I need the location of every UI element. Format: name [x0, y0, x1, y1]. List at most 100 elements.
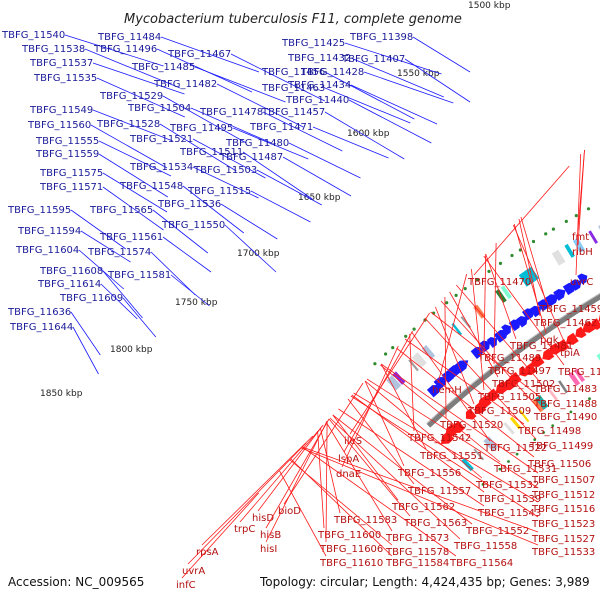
reverse-gene-arrow — [565, 332, 579, 345]
forward-gene-label: TBFG_11495 — [169, 123, 233, 134]
kbp-tick-label: 1650 kbp — [298, 193, 341, 203]
accession-label: Accession: NC_009565 — [8, 575, 144, 589]
reverse-gene-label: TBFG_11532 — [475, 480, 539, 491]
reverse-gene-arrow — [524, 363, 537, 376]
forward-leader-line — [232, 127, 309, 160]
forward-leader-line — [404, 58, 471, 103]
cog-stripe-outer — [551, 249, 566, 266]
forward-gene-label: TBFG_11440 — [285, 95, 349, 106]
forward-leader-line — [412, 36, 471, 73]
cog-stripe-outer — [386, 375, 402, 391]
gc-dot — [487, 269, 491, 273]
gc-dot — [391, 346, 395, 350]
reverse-gene-label: hisB — [260, 530, 281, 541]
forward-leader-line — [102, 270, 143, 319]
reverse-gene-label: TBFG_11481 — [509, 341, 573, 352]
genome-backbone — [426, 293, 600, 428]
forward-gene-label: TBFG_11644 — [9, 322, 73, 333]
cog-stripe-outer — [445, 325, 460, 341]
reverse-leader-line — [329, 417, 461, 540]
reverse-gene-label: TBFG_11552 — [465, 526, 529, 537]
forward-gene-arrow — [516, 315, 528, 328]
reverse-gene-label: rpsA — [196, 547, 219, 558]
kbp-tick-label: 1700 kbp — [237, 249, 280, 259]
reverse-gene-label: TBFG_11531 — [493, 464, 557, 475]
cog-stripe-outer — [411, 352, 427, 369]
reverse-leader-line — [520, 216, 547, 303]
reverse-leader-line — [325, 421, 393, 532]
forward-gene-label: TBFG_11434 — [287, 80, 351, 91]
forward-gene-label: TBFG_11581 — [107, 270, 171, 281]
reverse-gene-label: TBFG_11479 — [557, 367, 600, 378]
cog-stripe-inner — [483, 436, 499, 452]
forward-leader-line — [312, 126, 389, 159]
reverse-leader-line — [290, 458, 393, 557]
reverse-gene-label: tpiA — [560, 348, 580, 359]
forward-gene-label: TBFG_11565 — [89, 205, 153, 216]
backbone-highlight — [426, 292, 600, 424]
reverse-leader-line — [455, 284, 541, 383]
cog-stripe-inner — [473, 448, 485, 461]
forward-gene-label: TBFG_11463 — [261, 83, 325, 94]
reverse-gene-arrow — [507, 372, 522, 385]
reverse-leader-line — [575, 153, 582, 276]
forward-gene-label: TBFG_11471 — [249, 122, 313, 133]
reverse-gene-label: TBFG_11539 — [477, 494, 541, 505]
forward-leader-line — [224, 224, 277, 273]
forward-leader-line — [216, 83, 304, 128]
reverse-gene-label: TBFG_11520 — [439, 420, 503, 431]
cog-stripe-inner — [568, 371, 581, 387]
genome-summary: Topology: circular; Length: 4,424,435 bp… — [259, 575, 590, 589]
reverse-gene-label: TBFG_11556 — [397, 468, 461, 479]
cog-stripe-inner — [461, 458, 474, 472]
forward-gene-label: TBFG_11555 — [35, 136, 99, 147]
gc-dot — [510, 253, 514, 258]
reverse-leader-line — [485, 253, 517, 340]
reverse-leader-line — [364, 380, 483, 479]
reverse-gene-label: ribH — [572, 247, 593, 258]
cog-stripe-outer — [392, 371, 406, 385]
gc-dot — [475, 278, 480, 282]
reverse-gene-label: TBFG_11498 — [517, 426, 581, 437]
forward-gene-label: TBFG_11456 — [261, 67, 325, 78]
kbp-tick-label: 1800 kbp — [110, 345, 153, 355]
reverse-leader-line — [343, 330, 413, 453]
reverse-gene-label: TBFG_11499 — [529, 441, 593, 452]
reverse-gene-label: bioD — [278, 506, 301, 517]
reverse-leader-line — [257, 425, 323, 512]
reverse-leader-line — [430, 311, 541, 398]
gc-dot — [544, 232, 548, 236]
forward-leader-line — [182, 185, 245, 234]
reverse-leader-line — [380, 363, 539, 474]
gc-dot — [569, 410, 573, 414]
reverse-gene-label: TBFG_11470 — [467, 277, 531, 288]
cog-stripe-outer — [500, 285, 512, 300]
forward-leader-line — [160, 36, 260, 73]
forward-gene-label: TBFG_11398 — [349, 32, 413, 43]
reverse-gene-label: TBFG_11543 — [477, 508, 541, 519]
forward-gene-label: TBFG_11549 — [29, 105, 93, 116]
forward-gene-label: TBFG_11487 — [219, 152, 283, 163]
kbp-tick-label: 1750 kbp — [175, 298, 218, 308]
reverse-leader-line — [265, 420, 328, 543]
forward-leader-line — [350, 84, 438, 125]
reverse-gene-label: TBFG_11509 — [467, 406, 531, 417]
reverse-leader-line — [332, 414, 399, 501]
cog-stripe-outer — [524, 266, 539, 283]
forward-leader-line — [256, 169, 322, 206]
reverse-gene-arrow — [440, 431, 455, 445]
forward-gene-label: TBFG_11560 — [27, 120, 91, 131]
cog-stripe-inner — [573, 368, 586, 383]
cog-stripe-inner — [558, 380, 568, 394]
forward-gene-label: TBFG_11534 — [129, 162, 193, 173]
forward-gene-label: TBFG_11574 — [87, 247, 151, 258]
cog-stripe-inner — [519, 409, 530, 423]
forward-leader-line — [150, 251, 196, 296]
reverse-leader-line — [424, 317, 537, 440]
forward-gene-label: TBFG_11536 — [157, 199, 221, 210]
forward-leader-line — [98, 140, 172, 177]
kbp-tick-label: 1600 kbp — [347, 129, 390, 139]
reverse-gene-label: TBFG_11558 — [453, 541, 517, 552]
gc-dot — [384, 352, 388, 356]
